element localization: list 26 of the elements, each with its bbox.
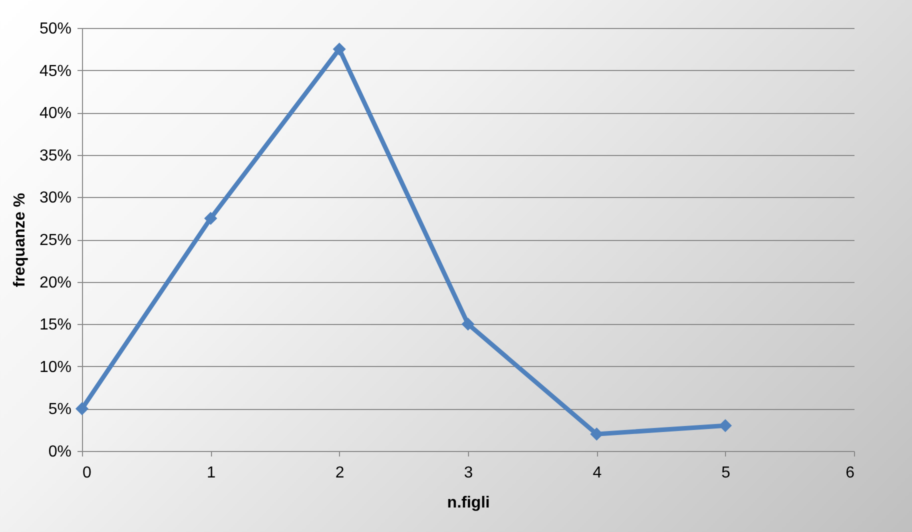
- x-tick-label: 2: [335, 464, 344, 482]
- point: [75, 402, 89, 416]
- point: [204, 212, 218, 225]
- x-tick-label: 5: [721, 464, 730, 482]
- point: [332, 42, 346, 56]
- y-tick-label: 45%: [39, 62, 72, 80]
- x-tick-label: 3: [464, 464, 474, 482]
- point: [718, 419, 732, 432]
- y-axis-title: frequanze %: [11, 192, 28, 288]
- x-tick-label: 6: [846, 464, 855, 482]
- y-tick-label: 0%: [48, 444, 72, 460]
- point: [461, 318, 475, 331]
- y-tick-label: 30%: [39, 190, 72, 207]
- y-tick-label: 35%: [39, 147, 72, 164]
- x-tick-label: 0: [82, 464, 92, 482]
- y-tick-label: 50%: [39, 20, 72, 38]
- y-tick-label: 10%: [39, 358, 72, 376]
- y-tick-label: 40%: [39, 105, 72, 122]
- y-tick-label: 15%: [39, 316, 72, 334]
- y-tick-label: 20%: [39, 274, 72, 292]
- y-tick-label: 5%: [48, 401, 72, 418]
- y-tick-label: 25%: [39, 232, 72, 249]
- x-tick-label: 1: [206, 464, 216, 482]
- x-tick-label: 4: [592, 464, 602, 482]
- x-axis-title: n.figli: [447, 494, 490, 512]
- point: [590, 428, 604, 441]
